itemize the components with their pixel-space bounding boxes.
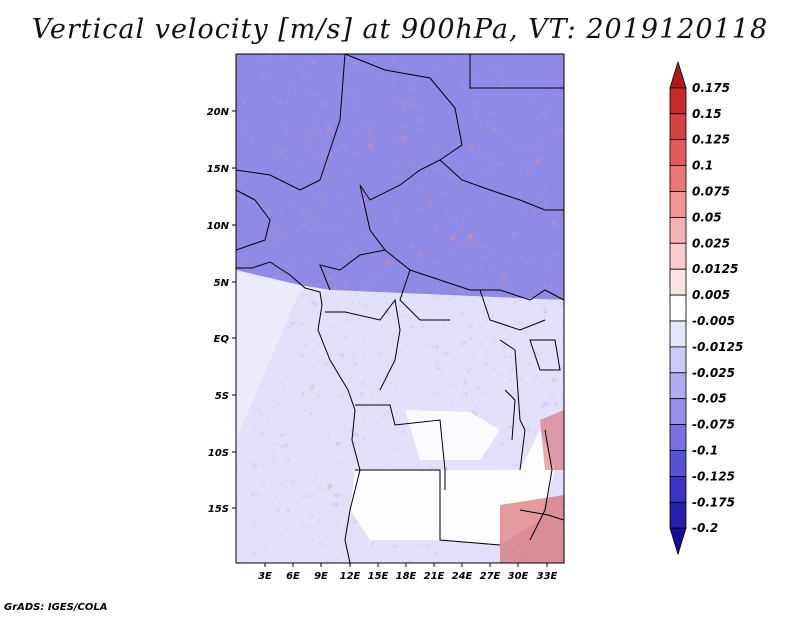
colorbar-swatch xyxy=(669,242,687,270)
colorbar-swatch xyxy=(669,113,687,141)
x-label-30e: 30E xyxy=(508,571,529,582)
y-label-5s: 5S xyxy=(215,391,229,402)
colorbar-label: -0.005 xyxy=(692,314,735,328)
colorbar-swatch xyxy=(669,216,687,244)
x-label-21e: 21E xyxy=(424,571,445,582)
x-axis: 3E 6E 9E 12E 15E 18E 21E 24E 27E 30E 33E xyxy=(258,563,558,582)
y-label-10s: 10S xyxy=(208,448,229,459)
x-label-9e: 9E xyxy=(314,571,328,582)
x-tick-9e: 9E xyxy=(314,563,328,582)
colorbar-label: 0.125 xyxy=(692,133,730,147)
colorbar: 0.175 0.15 0.125 0.1 0.075 0.05 0.025 0.0125 0.0… xyxy=(669,60,743,556)
y-label-15n: 15N xyxy=(207,164,230,175)
colorbar-swatch xyxy=(669,320,687,348)
colorbar-label: -0.05 xyxy=(692,392,727,406)
colorbar-swatch xyxy=(669,346,687,374)
y-label-20n: 20N xyxy=(207,107,230,118)
x-tick-27e: 27E xyxy=(480,563,501,582)
x-tick-6e: 6E xyxy=(286,563,300,582)
x-label-27e: 27E xyxy=(480,571,501,582)
colorbar-swatch xyxy=(669,294,687,322)
x-tick-3e: 3E xyxy=(258,563,272,582)
colorbar-label: -0.125 xyxy=(692,469,735,483)
colorbar-swatch xyxy=(669,87,687,115)
colorbar-label: 0.05 xyxy=(692,210,722,224)
y-label-15s: 15S xyxy=(208,504,229,515)
x-tick-21e: 21E xyxy=(424,563,445,582)
x-label-24e: 24E xyxy=(452,571,473,582)
colorbar-label: 0.175 xyxy=(692,81,730,95)
colorbar-label: 0.15 xyxy=(692,107,722,121)
country-borders xyxy=(236,54,564,563)
y-tick-15n: 15N xyxy=(207,164,236,175)
colorbar-label: -0.1 xyxy=(692,444,718,458)
colorbar-label: 0.1 xyxy=(692,159,713,173)
x-label-33e: 33E xyxy=(537,571,558,582)
x-label-15e: 15E xyxy=(368,571,389,582)
y-label-10n: 10N xyxy=(207,221,230,232)
y-tick-10n: 10N xyxy=(207,221,236,232)
x-label-3e: 3E xyxy=(258,571,272,582)
x-label-12e: 12E xyxy=(340,571,361,582)
y-label-eq: EQ xyxy=(214,334,230,345)
x-tick-12e: 12E xyxy=(340,563,361,582)
footer-credit: GrADS: IGES/COLA xyxy=(4,602,108,613)
x-label-18e: 18E xyxy=(396,571,417,582)
colorbar-swatch xyxy=(669,372,687,400)
y-tick-20n: 20N xyxy=(207,107,236,118)
x-tick-30e: 30E xyxy=(508,563,529,582)
x-tick-33e: 33E xyxy=(537,563,558,582)
x-tick-18e: 18E xyxy=(396,563,417,582)
colorbar-label: -0.175 xyxy=(692,495,735,509)
y-tick-eq: EQ xyxy=(214,334,236,345)
colorbar-swatch xyxy=(669,475,687,503)
y-axis: 20N 15N 10N 5N EQ 5S 10S 15S xyxy=(207,107,236,515)
map-title: Vertical velocity [m/s] at 900hPa, VT: 2… xyxy=(31,14,769,45)
x-tick-24e: 24E xyxy=(452,563,473,582)
colorbar-swatch xyxy=(669,191,687,218)
colorbar-swatch xyxy=(669,398,687,426)
y-tick-15s: 15S xyxy=(208,504,236,515)
colorbar-swatch xyxy=(669,268,687,296)
x-tick-15e: 15E xyxy=(368,563,389,582)
map-frame xyxy=(235,53,565,564)
colorbar-label: -0.2 xyxy=(692,521,718,535)
y-tick-5s: 5S xyxy=(215,391,236,402)
colorbar-swatch xyxy=(669,60,687,89)
colorbar-label: -0.0125 xyxy=(692,340,743,354)
colorbar-label: -0.025 xyxy=(692,366,735,380)
colorbar-label: 0.075 xyxy=(692,185,730,199)
colorbar-label: 0.025 xyxy=(692,236,730,250)
colorbar-label: 0.005 xyxy=(692,288,730,302)
y-tick-10s: 10S xyxy=(208,448,236,459)
colorbar-swatch xyxy=(669,501,687,529)
colorbar-swatch xyxy=(669,527,687,556)
colorbar-swatch xyxy=(669,424,687,451)
x-label-6e: 6E xyxy=(286,571,300,582)
colorbar-swatch xyxy=(669,450,687,477)
y-tick-5n: 5N xyxy=(214,278,236,289)
y-label-5n: 5N xyxy=(214,278,230,289)
colorbar-swatch xyxy=(669,165,687,192)
colorbar-label: 0.0125 xyxy=(692,262,738,276)
velocity-field xyxy=(236,54,564,563)
colorbar-swatch xyxy=(669,139,687,166)
colorbar-label: -0.075 xyxy=(692,418,735,432)
